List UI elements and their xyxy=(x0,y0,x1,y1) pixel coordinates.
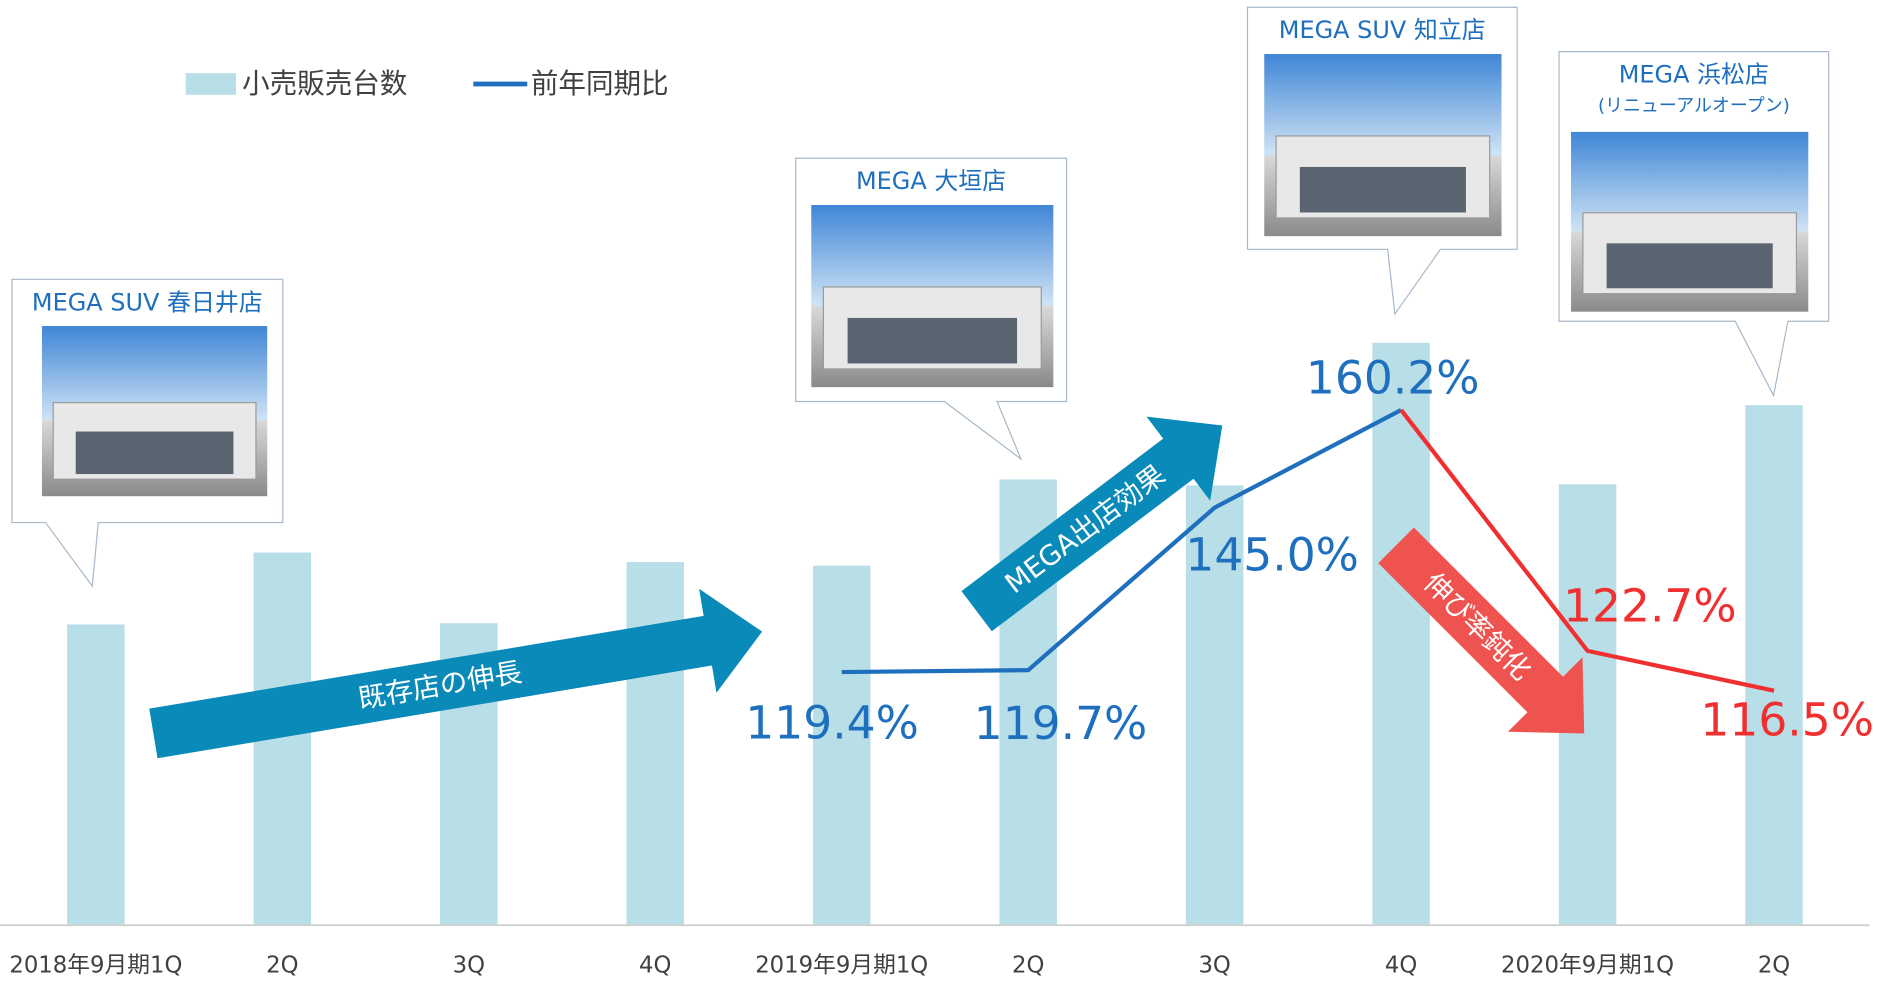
arrow-label: 伸び率鈍化 xyxy=(1417,567,1537,687)
store-callout: MEGA SUV 春日井店 xyxy=(11,278,284,588)
store-callout: MEGA 大垣店 xyxy=(795,157,1068,461)
plot: 2018年9月期1Q 2Q 3Q 4Q 2019年9月期1Q 2Q 3Q 4Q 2020年9月期… xyxy=(9,342,1874,978)
arrow-shape xyxy=(149,588,763,759)
store-callout: MEGA SUV 知立店 xyxy=(1246,6,1518,316)
store-title: MEGA SUV 知立店 xyxy=(1279,16,1486,44)
value-label: 116.5% xyxy=(1700,694,1874,747)
x-tick-label: 2Q xyxy=(1758,952,1790,978)
x-tick-label: 4Q xyxy=(639,952,671,978)
bar xyxy=(626,562,685,926)
store-window xyxy=(1299,166,1466,213)
bar xyxy=(1745,405,1803,926)
arrow-shape xyxy=(1378,527,1585,734)
value-label: 145.0% xyxy=(1185,528,1359,581)
value-label: 119.7% xyxy=(974,697,1148,750)
store-window xyxy=(1606,243,1773,289)
store-title: MEGA SUV 春日井店 xyxy=(32,288,263,316)
bar xyxy=(812,565,871,926)
legend-label: 小売販売台数 xyxy=(242,68,407,100)
x-tick-label: 2018年9月期1Q xyxy=(9,952,182,978)
x-tick-label: 2Q xyxy=(266,952,298,978)
legend-swatch xyxy=(185,73,237,95)
store-title: MEGA 大垣店 xyxy=(856,167,1006,195)
store-title: MEGA 浜松店 xyxy=(1619,61,1769,89)
line xyxy=(841,408,1403,675)
store-callouts: MEGA SUV 春日井店 MEGA 大垣店 MEGA SUV 知立店 MEGA 浜松… xyxy=(11,6,1830,588)
value-label: 119.4% xyxy=(745,697,919,750)
arrow-shape xyxy=(961,416,1223,632)
x-tick-label: 3Q xyxy=(453,952,485,978)
legend: 小売販売台数 前年同期比 xyxy=(185,68,669,100)
value-label: 122.7% xyxy=(1563,579,1737,632)
bar xyxy=(67,624,125,926)
store-window xyxy=(75,431,234,475)
x-tick-label: 4Q xyxy=(1385,952,1417,978)
x-tick-label: 2019年9月期1Q xyxy=(755,952,928,978)
x-tick-label: 2Q xyxy=(1012,952,1044,978)
x-tick-label: 2020年9月期1Q xyxy=(1501,952,1674,978)
legend-label: 前年同期比 xyxy=(531,68,669,100)
bar xyxy=(1185,485,1244,926)
x-tick-label: 3Q xyxy=(1198,952,1230,978)
bar xyxy=(1372,342,1430,926)
store-subtitle: (リニューアルオープン) xyxy=(1598,96,1790,117)
store-window xyxy=(847,317,1018,364)
value-label: 160.2% xyxy=(1306,352,1480,405)
store-callout: MEGA 浜松店 (リニューアルオープン) xyxy=(1558,51,1830,398)
line xyxy=(1399,408,1775,693)
